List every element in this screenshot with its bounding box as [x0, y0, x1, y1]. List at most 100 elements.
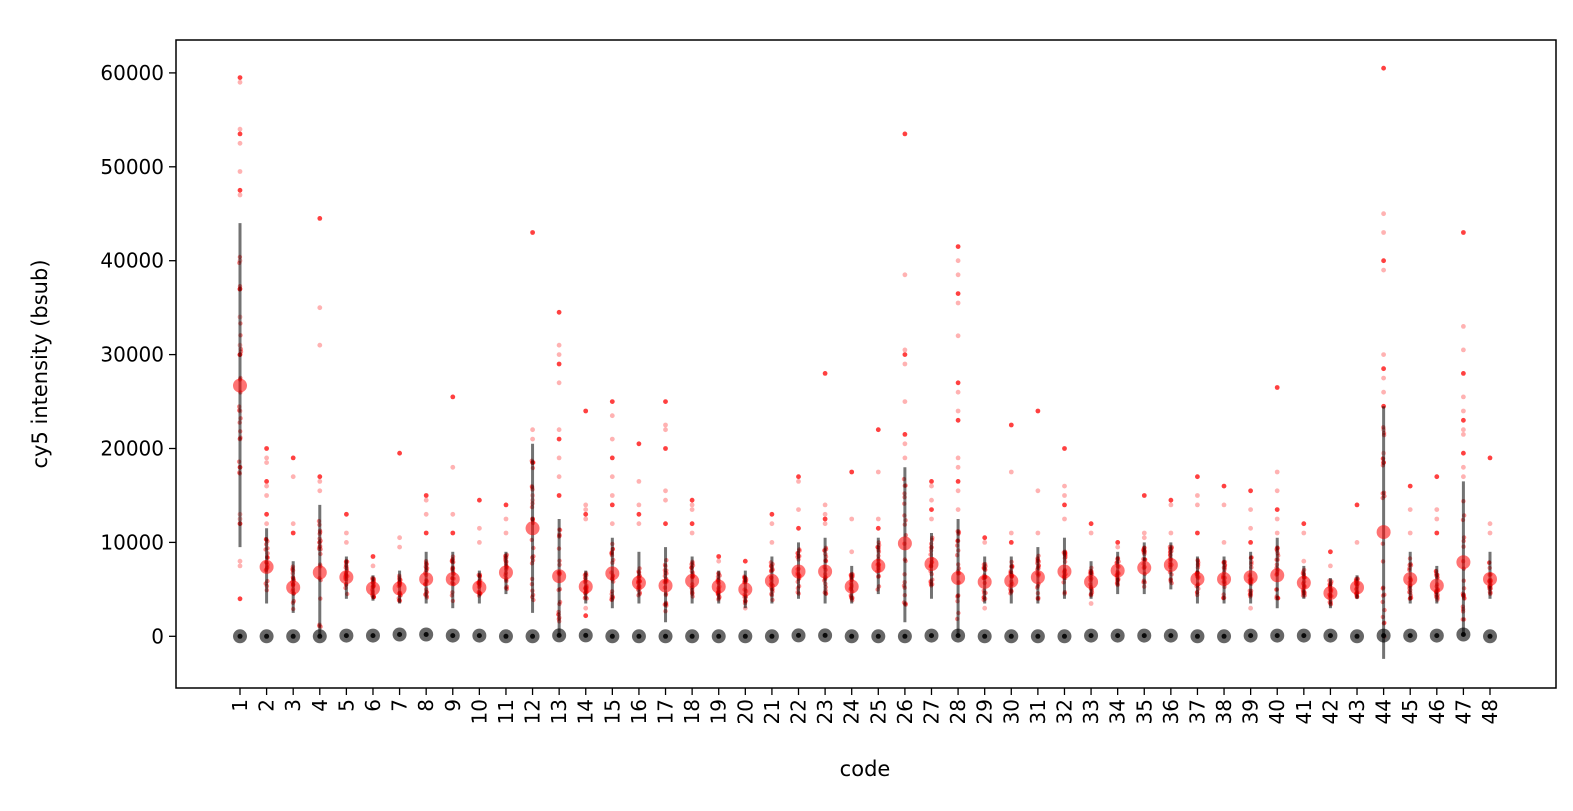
outlier-point	[1407, 483, 1413, 489]
outlier-point	[1407, 530, 1413, 536]
y-tick-label: 20000	[100, 437, 164, 461]
outlier-point	[317, 474, 323, 480]
outlier-point	[929, 516, 934, 522]
x-tick-label: 11	[494, 699, 518, 724]
negative-control-core	[1407, 633, 1413, 639]
outlier-point	[1301, 558, 1307, 564]
outlier-point	[1461, 432, 1466, 437]
x-tick-label: 3	[281, 699, 305, 712]
negative-control-core	[689, 633, 695, 639]
outlier-point	[264, 521, 269, 527]
x-tick-label: 24	[840, 699, 864, 724]
x-tick-label: 21	[760, 699, 784, 724]
negative-control-core	[1221, 633, 1227, 639]
mean-marker	[339, 570, 354, 585]
outlier-point	[1381, 352, 1386, 357]
y-tick-label: 60000	[100, 61, 164, 85]
negative-control-core	[1141, 633, 1147, 639]
y-tick-label: 30000	[100, 343, 164, 367]
mean-marker	[1323, 586, 1338, 601]
mean-marker	[259, 559, 274, 574]
negative-control-core	[1434, 633, 1440, 639]
outlier-point	[1434, 507, 1440, 512]
outlier-point	[716, 558, 722, 564]
outlier-point	[1088, 530, 1094, 536]
outlier-point	[1008, 469, 1014, 475]
outlier-point	[317, 479, 323, 484]
x-tick-label: 41	[1292, 699, 1316, 724]
outlier-point	[370, 554, 376, 559]
outlier-point	[556, 493, 562, 498]
x-tick-label: 13	[547, 699, 571, 724]
outlier-point	[344, 540, 349, 545]
outlier-point	[1434, 530, 1440, 536]
x-tick-label: 28	[946, 699, 970, 724]
outlier-point	[503, 530, 509, 536]
x-tick-label: 17	[654, 699, 678, 724]
outlier-point	[1487, 530, 1493, 536]
x-tick-label: 15	[600, 699, 624, 724]
outlier-point	[875, 525, 881, 531]
outlier-point	[689, 521, 695, 527]
mean-marker	[1030, 570, 1045, 585]
outlier-point	[929, 497, 934, 503]
outlier-point	[1062, 502, 1067, 508]
outlier-point	[1354, 540, 1360, 545]
mean-marker	[1084, 574, 1099, 589]
outlier-point	[955, 244, 961, 250]
x-tick-label: 20	[733, 699, 757, 724]
outlier-point	[317, 342, 323, 348]
outlier-point	[902, 399, 908, 404]
outlier-point	[477, 540, 482, 545]
outlier-point	[556, 309, 562, 315]
outlier-point	[822, 521, 828, 527]
outlier-point	[902, 272, 908, 278]
negative-control-core	[982, 633, 988, 639]
mean-marker	[445, 572, 460, 587]
negative-control-core	[290, 633, 296, 639]
outlier-point	[1141, 493, 1147, 498]
outlier-point	[902, 455, 908, 461]
outlier-point	[423, 530, 429, 536]
outlier-point	[609, 493, 615, 498]
outlier-point	[1221, 502, 1227, 508]
outlier-point	[663, 427, 668, 433]
mean-marker	[1137, 560, 1152, 575]
x-tick-label: 42	[1318, 699, 1342, 724]
outlier-point	[503, 502, 509, 508]
outlier-point	[663, 521, 668, 527]
outlier-point	[1301, 530, 1307, 536]
outlier-point	[1381, 65, 1386, 71]
mean-marker	[286, 580, 301, 595]
x-tick-label: 1	[228, 699, 252, 712]
x-tick-label: 37	[1185, 699, 1209, 724]
outlier-point	[1141, 530, 1147, 536]
outlier-point	[1461, 394, 1466, 400]
outlier-point	[237, 75, 243, 80]
x-tick-label: 44	[1372, 699, 1396, 724]
negative-control-core	[875, 633, 881, 639]
mean-marker	[1243, 570, 1258, 585]
negative-control-core	[476, 633, 482, 639]
outlier-point	[1062, 493, 1067, 498]
x-tick-label: 36	[1159, 699, 1183, 724]
outlier-point	[1195, 502, 1200, 508]
mean-marker	[233, 378, 247, 393]
negative-control-core	[1248, 633, 1254, 639]
x-tick-label: 31	[1026, 699, 1050, 724]
x-tick-label: 16	[627, 699, 651, 724]
outlier-point	[344, 511, 349, 517]
negative-control-core	[1274, 633, 1280, 639]
outlier-point	[609, 521, 615, 527]
negative-control-core	[583, 632, 589, 638]
outlier-point	[689, 497, 695, 503]
x-tick-label: 39	[1239, 699, 1263, 724]
x-axis-label: code	[840, 757, 891, 781]
outlier-point	[955, 389, 961, 395]
mean-marker	[711, 579, 726, 594]
outlier-point	[397, 450, 402, 456]
negative-control-core	[503, 633, 509, 639]
y-tick-label: 0	[151, 624, 164, 648]
outlier-point	[1168, 530, 1174, 536]
outlier-point	[849, 516, 855, 522]
